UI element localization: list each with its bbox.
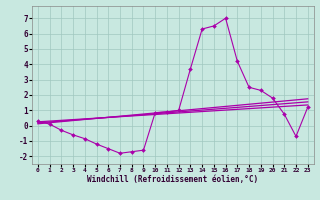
X-axis label: Windchill (Refroidissement éolien,°C): Windchill (Refroidissement éolien,°C) — [87, 175, 258, 184]
